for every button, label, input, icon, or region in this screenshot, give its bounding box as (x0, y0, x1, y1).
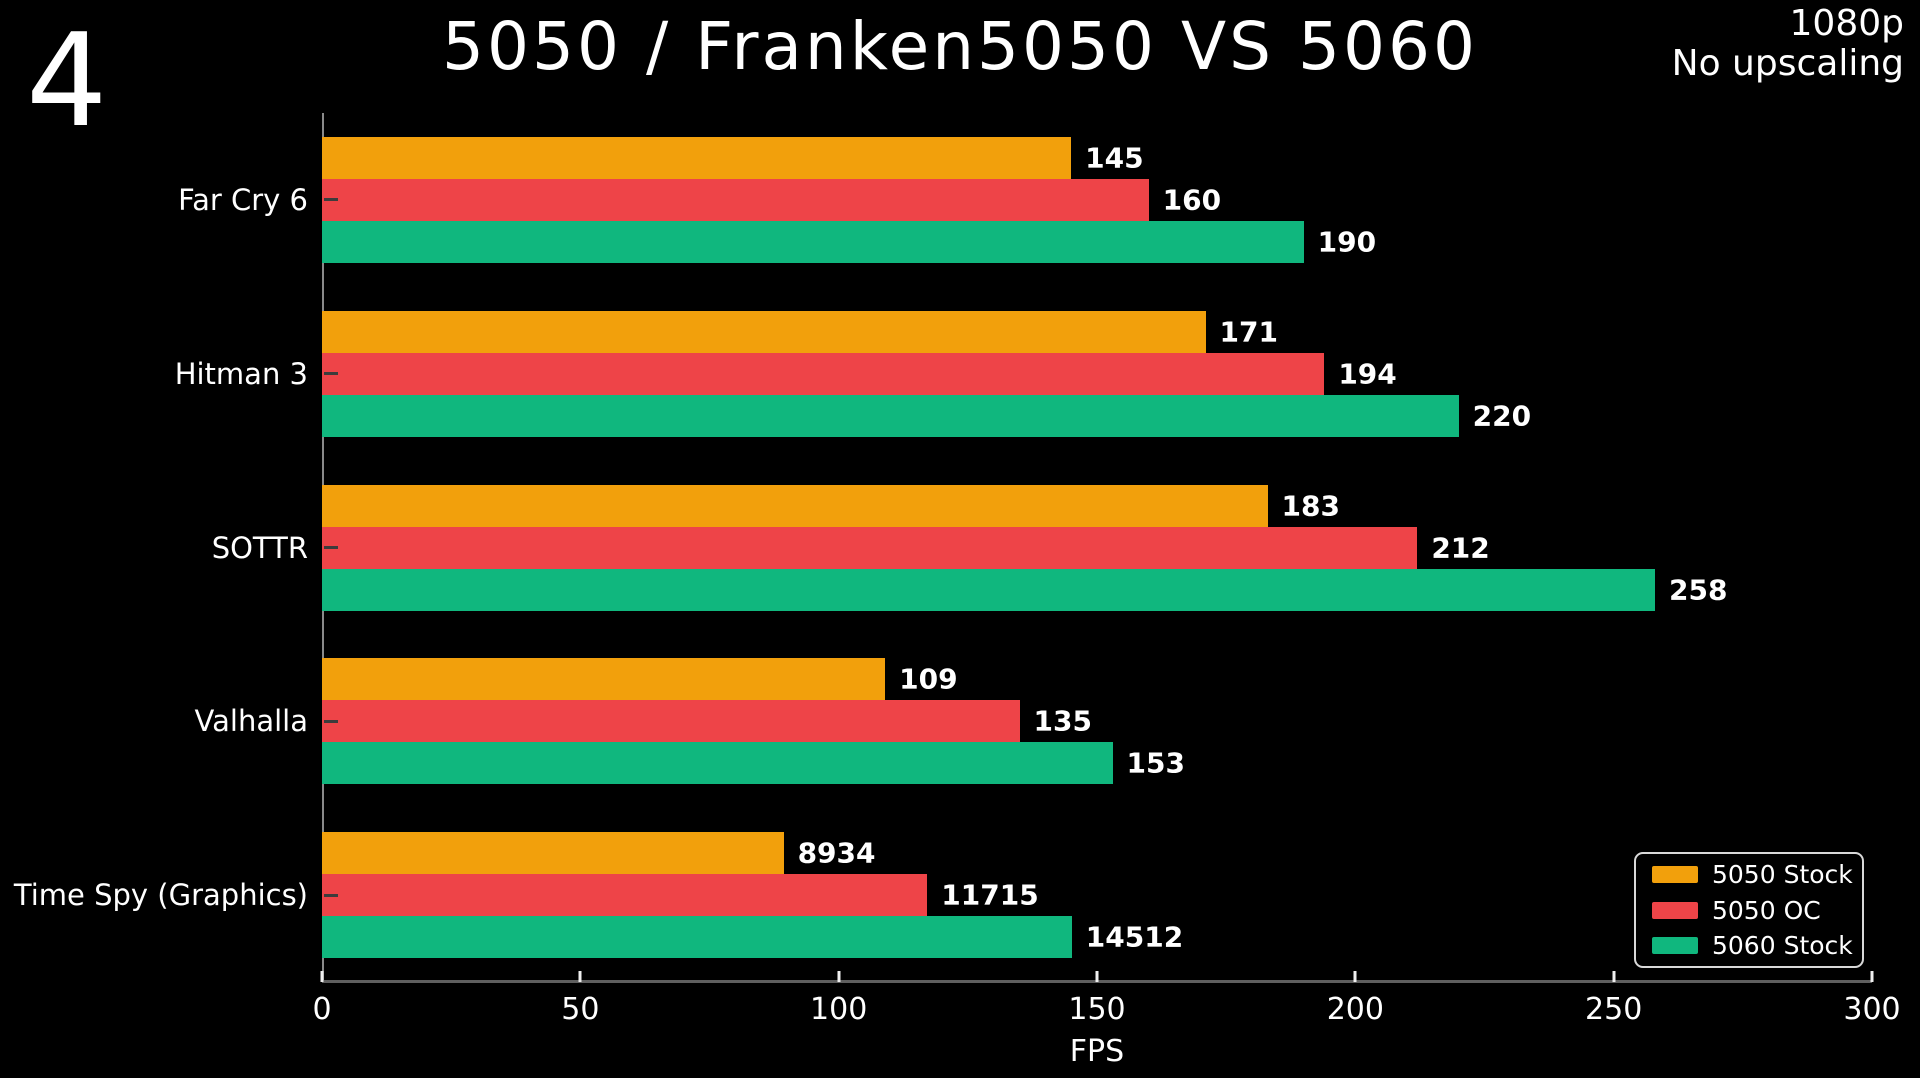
legend-label: 5060 Stock (1712, 930, 1853, 960)
bar (322, 700, 1020, 743)
x-tick-label: 100 (810, 992, 868, 1027)
bar (322, 178, 1149, 221)
legend-item: 5060 Stock (1652, 931, 1862, 960)
bar (322, 394, 1459, 437)
legend: 5050 Stock 5050 OC 5060 Stock (1634, 852, 1864, 968)
legend-item: 5050 OC (1652, 896, 1862, 925)
page-title: 5050 / Franken5050 VS 5060 (442, 8, 1478, 85)
bar-value-label: 14512 (1085, 920, 1184, 954)
bar-value-label: 160 (1162, 183, 1222, 217)
bar (322, 874, 928, 917)
x-tick-label: 250 (1585, 992, 1643, 1027)
bar (322, 484, 1268, 527)
x-tick-label: 200 (1326, 992, 1384, 1027)
x-tick-label: 300 (1843, 992, 1901, 1027)
category-label: Valhalla (194, 704, 308, 739)
x-axis-label: FPS (1069, 1034, 1125, 1069)
bar-value-label: 171 (1219, 315, 1278, 349)
y-tick (324, 719, 338, 723)
legend-swatch (1652, 866, 1698, 884)
legend-label: 5050 Stock (1712, 860, 1853, 890)
bar-value-label: 135 (1033, 704, 1092, 738)
bar-value-label: 194 (1338, 357, 1397, 391)
x-tick-label: 50 (561, 992, 600, 1027)
legend-item: 5050 Stock (1652, 860, 1862, 889)
bar (322, 136, 1072, 179)
x-tick (578, 971, 582, 982)
x-tick-label: 0 (312, 992, 332, 1027)
y-tick (324, 372, 338, 376)
y-tick (324, 198, 338, 202)
bar-value-label: 11715 (941, 878, 1039, 912)
bar (322, 352, 1325, 395)
bar (322, 310, 1206, 353)
x-tick (1612, 971, 1616, 982)
x-tick (1353, 971, 1357, 982)
legend-swatch (1652, 936, 1698, 954)
bar-value-label: 212 (1431, 531, 1490, 564)
resolution-note-line-1: 1080p (1789, 3, 1904, 44)
bar-value-label: 145 (1085, 141, 1144, 175)
bar-value-label: 258 (1669, 573, 1728, 606)
slide-number: 4 (26, 7, 108, 156)
x-tick (1870, 971, 1874, 982)
bar-value-label: 190 (1317, 225, 1377, 259)
bar-value-label: 183 (1281, 489, 1340, 522)
x-tick (837, 971, 841, 982)
plot-area: FPS Far Cry 6 145 160 190 Hitman 3 171 194 220 S… (14, 113, 1901, 1069)
x-tick-label: 150 (1068, 992, 1126, 1027)
bar (322, 916, 1072, 959)
bar-value-label: 220 (1472, 399, 1532, 433)
resolution-note: 1080p No upscaling (1672, 4, 1904, 84)
x-tick (320, 971, 324, 982)
legend-swatch (1652, 901, 1698, 919)
bar (322, 526, 1418, 569)
legend-label: 5050 OC (1712, 895, 1821, 925)
bar (322, 832, 784, 875)
category-label: SOTTR (211, 530, 308, 565)
bar (322, 742, 1113, 785)
bar (322, 568, 1655, 611)
y-tick (324, 546, 338, 549)
resolution-note-line-2: No upscaling (1671, 43, 1904, 84)
category-label: Hitman 3 (174, 356, 308, 391)
bar (322, 658, 886, 701)
bar (322, 220, 1304, 263)
bar-value-label: 109 (899, 662, 958, 696)
bar-value-label: 153 (1126, 746, 1185, 780)
category-label: Time Spy (Graphics) (13, 878, 308, 913)
category-label: Far Cry 6 (178, 182, 308, 217)
x-tick (1095, 971, 1099, 982)
bar-value-label: 8934 (797, 836, 876, 870)
y-tick (324, 893, 338, 897)
